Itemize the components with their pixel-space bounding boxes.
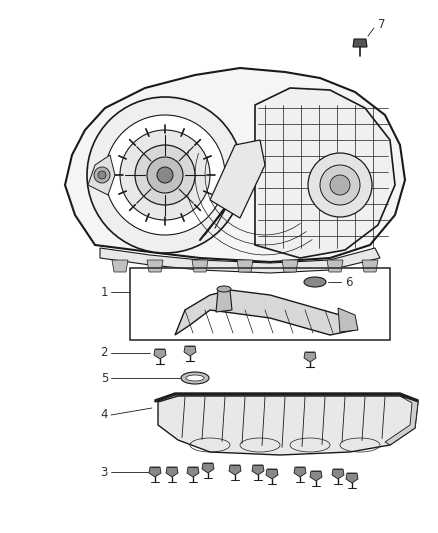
Ellipse shape: [304, 277, 326, 287]
Polygon shape: [149, 467, 161, 477]
Polygon shape: [282, 260, 298, 272]
Circle shape: [135, 145, 195, 205]
Text: 5: 5: [101, 372, 108, 384]
Polygon shape: [175, 290, 355, 335]
Polygon shape: [310, 471, 322, 481]
Polygon shape: [332, 469, 344, 479]
Polygon shape: [100, 248, 380, 273]
Polygon shape: [237, 260, 253, 272]
Polygon shape: [327, 260, 343, 272]
Polygon shape: [202, 463, 214, 473]
Polygon shape: [192, 260, 208, 272]
Circle shape: [94, 167, 110, 183]
Polygon shape: [216, 290, 232, 312]
Circle shape: [87, 97, 243, 253]
Ellipse shape: [217, 286, 231, 292]
Circle shape: [308, 153, 372, 217]
Polygon shape: [112, 260, 128, 272]
Text: 1: 1: [100, 286, 108, 298]
Circle shape: [330, 175, 350, 195]
Circle shape: [157, 167, 173, 183]
Polygon shape: [338, 308, 358, 332]
Polygon shape: [184, 346, 196, 356]
Polygon shape: [147, 260, 163, 272]
Polygon shape: [266, 469, 278, 479]
Text: 3: 3: [101, 465, 108, 479]
Polygon shape: [65, 68, 405, 262]
Polygon shape: [346, 473, 358, 483]
Polygon shape: [155, 393, 418, 402]
Polygon shape: [252, 465, 264, 475]
Polygon shape: [385, 396, 418, 445]
Polygon shape: [158, 396, 418, 455]
Polygon shape: [210, 140, 265, 218]
Text: 7: 7: [378, 19, 385, 31]
Circle shape: [320, 165, 360, 205]
Polygon shape: [304, 352, 316, 362]
Polygon shape: [154, 349, 166, 359]
Polygon shape: [255, 88, 395, 258]
Ellipse shape: [186, 375, 204, 381]
Circle shape: [105, 115, 225, 235]
Polygon shape: [229, 465, 241, 475]
Circle shape: [98, 171, 106, 179]
Circle shape: [120, 130, 210, 220]
Polygon shape: [187, 467, 199, 477]
Polygon shape: [353, 39, 367, 47]
Polygon shape: [294, 467, 306, 477]
Text: 2: 2: [100, 346, 108, 359]
Text: 4: 4: [100, 408, 108, 422]
Polygon shape: [88, 155, 115, 195]
Polygon shape: [362, 260, 378, 272]
Circle shape: [147, 157, 183, 193]
Bar: [130, 268, 390, 340]
Polygon shape: [166, 467, 178, 477]
Ellipse shape: [181, 372, 209, 384]
Text: 6: 6: [345, 276, 353, 288]
